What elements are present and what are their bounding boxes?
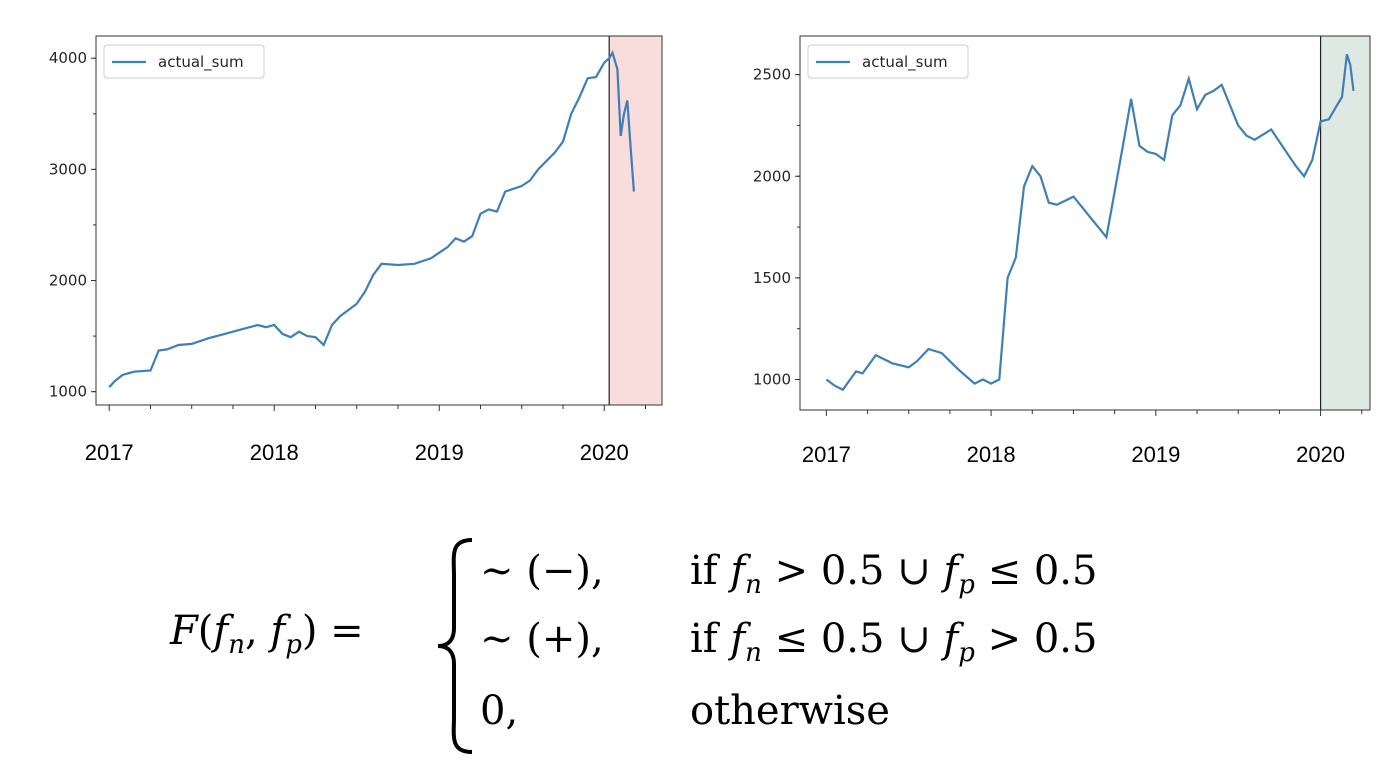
y-tick-label: 3000	[49, 160, 87, 178]
plot-frame	[95, 35, 663, 406]
y-tick-label: 1000	[49, 383, 87, 401]
x-tick-label: 2017	[802, 442, 851, 467]
x-tick-label: 2019	[415, 440, 464, 465]
chart-right: 1000 1500 2000 2500 2017 2018 2019 2020 actual_s…	[753, 35, 1371, 467]
curly-brace	[437, 538, 473, 754]
case-3-condition: otherwise	[690, 688, 890, 734]
forecast-region	[609, 36, 662, 405]
forecast-region	[1320, 36, 1370, 410]
legend-label: actual_sum	[158, 53, 244, 72]
case-1-value: ∼ (−),	[480, 548, 604, 594]
x-tick-label: 2018	[250, 440, 299, 465]
y-tick-label: 2500	[753, 66, 791, 84]
case-1-condition: if fn > 0.5 ∪ fp ≤ 0.5	[690, 548, 1098, 600]
x-tick-label: 2020	[580, 440, 629, 465]
x-tick-label: 2020	[1296, 442, 1345, 467]
series-line-actual-sum	[108, 49, 635, 388]
legend-box	[807, 44, 969, 79]
x-tick-label: 2017	[85, 440, 134, 465]
piecewise-formula: F(fn, fp) = ∼ (−), if fn > 0.5 ∪ fp ≤ 0.…	[170, 528, 1210, 758]
formula-lhs: F(fn, fp) =	[170, 608, 364, 660]
case-2-value: ∼ (+),	[480, 616, 604, 662]
chart-left: 1000 2000 3000 4000 2017 2018 2019 2020 actual_s…	[49, 35, 663, 465]
case-2-condition: if fn ≤ 0.5 ∪ fp > 0.5	[690, 616, 1098, 668]
y-tick-label: 4000	[49, 49, 87, 67]
series-line-actual-sum	[825, 53, 1355, 392]
legend-box	[103, 44, 265, 79]
legend-label: actual_sum	[862, 53, 948, 72]
y-tick-label: 2000	[49, 272, 87, 290]
x-tick-label: 2019	[1131, 442, 1180, 467]
y-tick-label: 1000	[753, 371, 791, 389]
y-tick-label: 1500	[753, 269, 791, 287]
x-tick-label: 2018	[967, 442, 1016, 467]
case-3-value: 0,	[480, 688, 519, 734]
plot-frame	[799, 35, 1371, 411]
y-tick-label: 2000	[753, 167, 791, 185]
